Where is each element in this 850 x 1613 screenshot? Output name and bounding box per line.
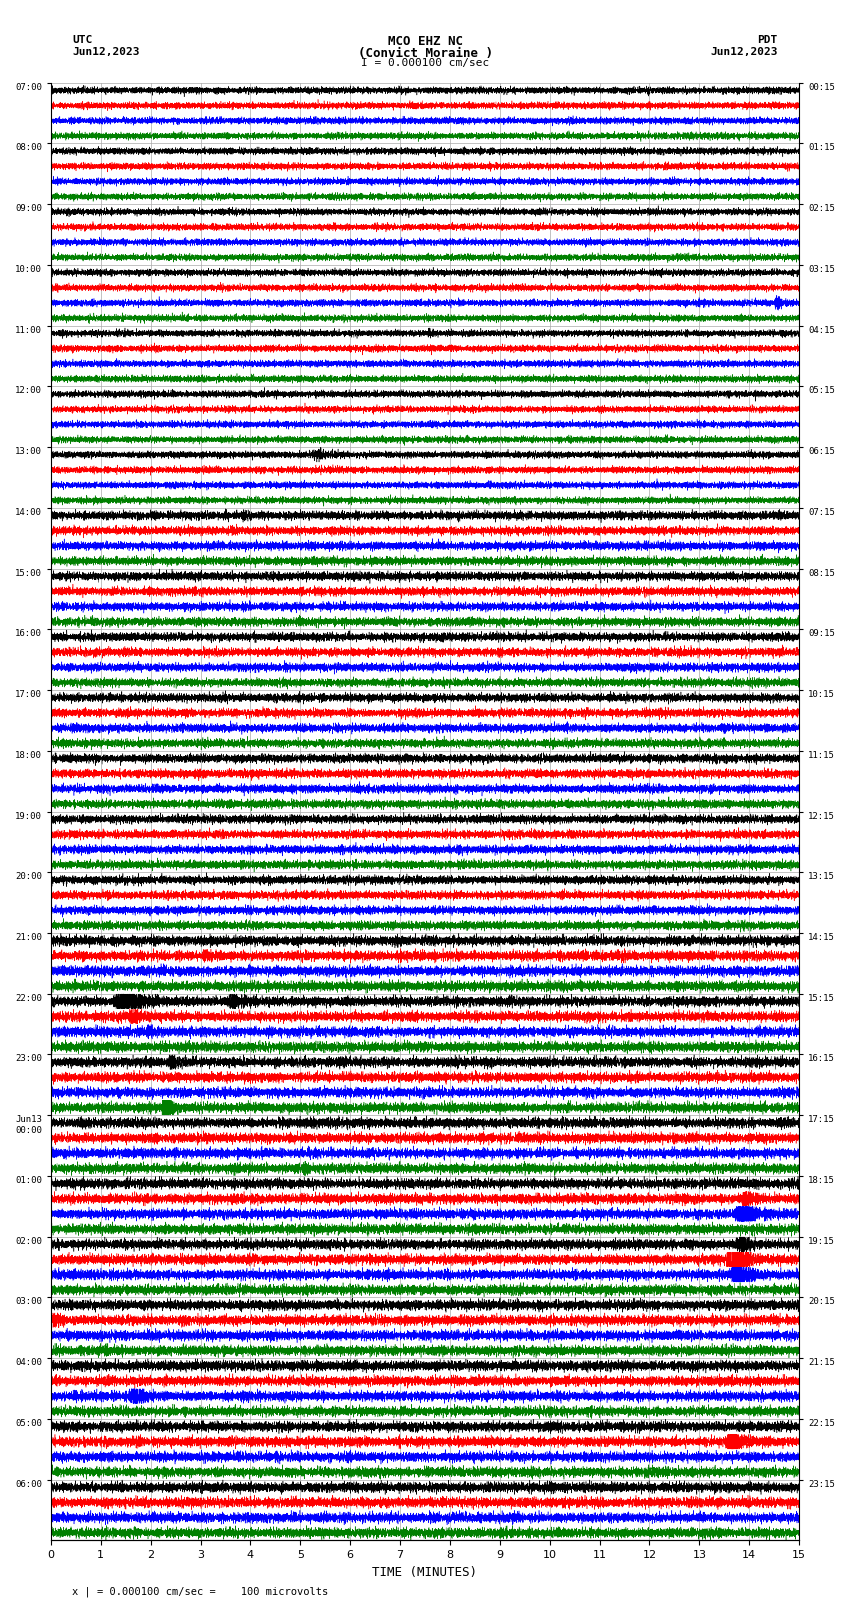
Text: MCO EHZ NC: MCO EHZ NC bbox=[388, 35, 462, 48]
Text: Jun12,2023: Jun12,2023 bbox=[711, 47, 778, 56]
X-axis label: TIME (MINUTES): TIME (MINUTES) bbox=[372, 1566, 478, 1579]
Text: Jun12,2023: Jun12,2023 bbox=[72, 47, 139, 56]
Text: (Convict Moraine ): (Convict Moraine ) bbox=[358, 47, 492, 60]
Text: I = 0.000100 cm/sec: I = 0.000100 cm/sec bbox=[361, 58, 489, 68]
Text: x | = 0.000100 cm/sec =    100 microvolts: x | = 0.000100 cm/sec = 100 microvolts bbox=[72, 1586, 328, 1597]
Text: UTC: UTC bbox=[72, 35, 93, 45]
Text: PDT: PDT bbox=[757, 35, 778, 45]
